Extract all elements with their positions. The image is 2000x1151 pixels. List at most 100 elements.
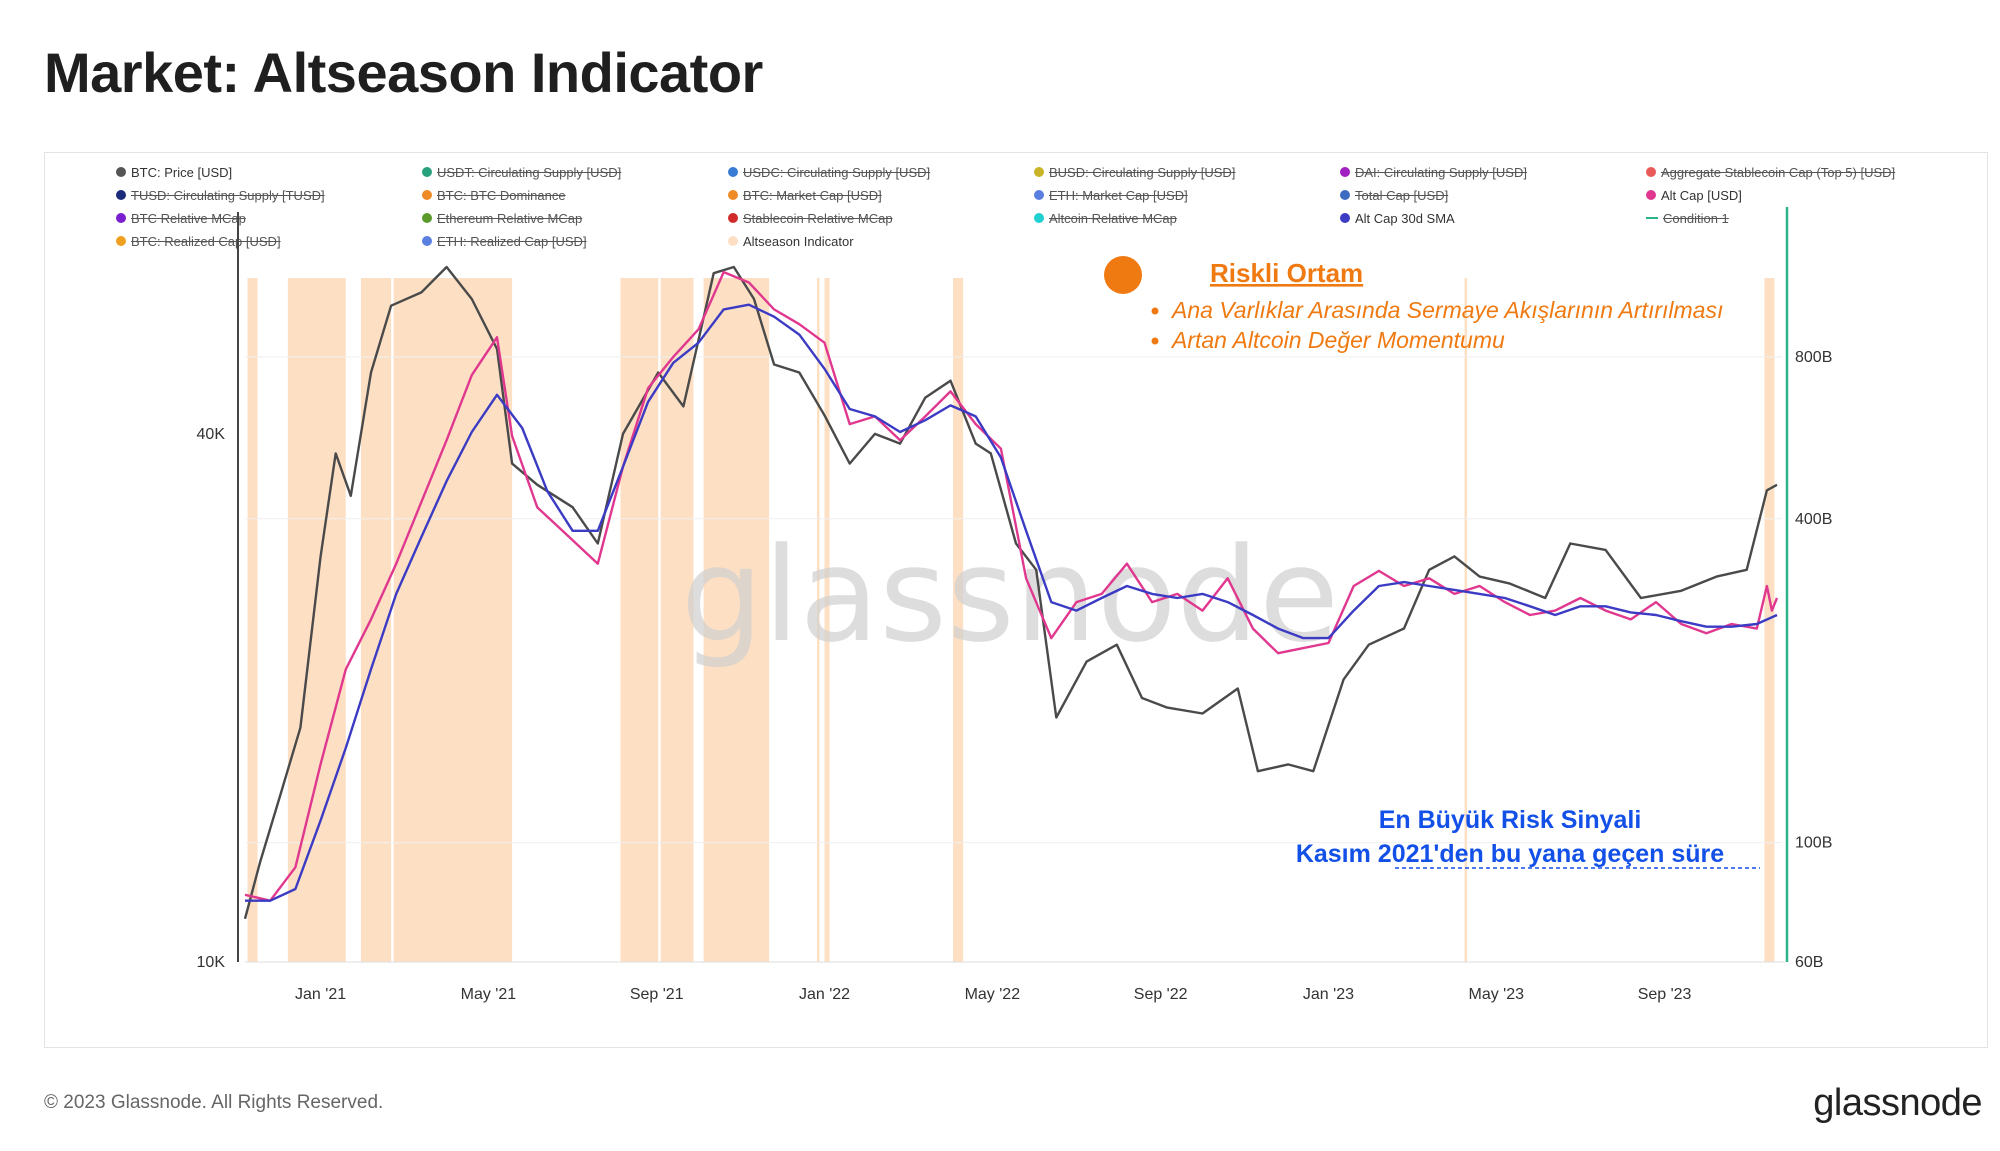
x-tick-label: Jan '21 [295, 986, 346, 1003]
legend-item[interactable]: Alt Cap [USD] [1646, 185, 1952, 205]
x-tick-label: Sep '22 [1134, 986, 1188, 1003]
legend-marker-icon [1034, 213, 1044, 223]
left-axis-label: 10K [197, 954, 226, 971]
legend-marker-icon [1034, 190, 1044, 200]
legend-marker-icon [1340, 167, 1350, 177]
legend-marker-icon [422, 236, 432, 246]
legend-marker-icon [1646, 190, 1656, 200]
legend-marker-icon [728, 167, 738, 177]
altseason-band [953, 278, 964, 962]
legend-item[interactable]: BTC: Price [USD] [116, 162, 422, 182]
copyright: © 2023 Glassnode. All Rights Reserved. [44, 1092, 384, 1113]
bullet-icon [1151, 307, 1159, 315]
x-tick-label: May '23 [1469, 986, 1525, 1003]
legend-label: BUSD: Circulating Supply [USD] [1049, 164, 1236, 180]
legend-marker-icon [728, 213, 738, 223]
altseason-band [1464, 278, 1468, 962]
x-tick-label: May '21 [461, 986, 517, 1003]
left-axis-label: 40K [197, 426, 226, 443]
legend-marker-icon [116, 167, 126, 177]
legend-item[interactable]: ETH: Market Cap [USD] [1034, 185, 1340, 205]
legend-marker-icon [116, 213, 126, 223]
right-axis-label: 400B [1795, 511, 1832, 528]
altseason-band [360, 278, 392, 962]
legend-marker-icon [1340, 190, 1350, 200]
legend-label: BTC: Price [USD] [131, 164, 233, 180]
watermark: glassnode [681, 519, 1339, 671]
altseason-band [824, 278, 830, 962]
legend-label: Stablecoin Relative MCap [743, 210, 893, 226]
series-line-btc-price [243, 265, 1778, 920]
glassnode-logo[interactable]: glassnode [1813, 1082, 1982, 1124]
right-axis-label: 100B [1795, 835, 1832, 852]
legend-label: TUSD: Circulating Supply [TUSD] [131, 187, 325, 203]
legend-item[interactable]: Total Cap [USD] [1340, 185, 1646, 205]
legend-item[interactable]: Stablecoin Relative MCap [728, 208, 1034, 228]
legend-item[interactable]: Alt Cap 30d SMA [1340, 208, 1646, 228]
legend-item[interactable]: ETH: Realized Cap [USD] [422, 231, 728, 251]
legend-label: Alt Cap 30d SMA [1355, 210, 1455, 226]
risk-dot-icon [1104, 256, 1142, 294]
legend-marker-icon [1646, 217, 1658, 219]
right-axis-label: 60B [1795, 954, 1823, 971]
legend-label: ETH: Market Cap [USD] [1049, 187, 1188, 203]
page-title: Market: Altseason Indicator [44, 41, 763, 104]
legend-marker-icon [1340, 213, 1350, 223]
legend-label: Total Cap [USD] [1355, 187, 1449, 203]
legend-marker-icon [1646, 167, 1656, 177]
risk-bullet: Artan Altcoin Değer Momentumu [1170, 327, 1505, 353]
altseason-band [816, 278, 820, 962]
legend-item[interactable]: USDT: Circulating Supply [USD] [422, 162, 728, 182]
legend-item[interactable]: Altseason Indicator [728, 231, 1034, 251]
legend-label: Altseason Indicator [743, 233, 854, 249]
legend-marker-icon [1034, 167, 1044, 177]
altseason-band [247, 278, 258, 962]
legend-label: Condition 1 [1663, 210, 1729, 226]
series-line-alt-cap-sma [245, 303, 1778, 902]
legend-item[interactable]: BTC: Market Cap [USD] [728, 185, 1034, 205]
legend-item[interactable]: BTC Relative MCap [116, 208, 422, 228]
legend-marker-icon [422, 167, 432, 177]
legend-item[interactable]: Ethereum Relative MCap [422, 208, 728, 228]
x-tick-label: May '22 [965, 986, 1021, 1003]
legend-label: Altcoin Relative MCap [1049, 210, 1177, 226]
legend-item[interactable]: BTC: Realized Cap [USD] [116, 231, 422, 251]
legend-item[interactable]: Aggregate Stablecoin Cap (Top 5) [USD] [1646, 162, 1952, 182]
legend-item[interactable]: Altcoin Relative MCap [1034, 208, 1340, 228]
legend-item[interactable]: TUSD: Circulating Supply [TUSD] [116, 185, 422, 205]
signal-subtitle: Kasım 2021'den bu yana geçen süre [1296, 840, 1724, 868]
legend-marker-icon [728, 236, 738, 246]
altseason-band [393, 278, 513, 962]
altseason-band [660, 278, 694, 962]
legend-item[interactable]: BTC: BTC Dominance [422, 185, 728, 205]
legend-label: ETH: Realized Cap [USD] [437, 233, 587, 249]
chart-frame [44, 152, 1988, 1048]
risk-title: Riskli Ortam [1210, 258, 1363, 288]
x-tick-label: Sep '23 [1638, 986, 1692, 1003]
chart-legend: BTC: Price [USD] USDT: Circulating Supply… [116, 162, 1976, 251]
legend-label: BTC: BTC Dominance [437, 187, 566, 203]
legend-item[interactable]: USDC: Circulating Supply [USD] [728, 162, 1034, 182]
series-line-alt-cap [244, 270, 1779, 902]
legend-marker-icon [116, 190, 126, 200]
legend-label: Alt Cap [USD] [1661, 187, 1742, 203]
risk-bullet: Ana Varlıklar Arasında Sermaye Akışların… [1170, 297, 1723, 323]
legend-label: Ethereum Relative MCap [437, 210, 583, 226]
legend-marker-icon [116, 236, 126, 246]
bullet-icon [1151, 337, 1159, 345]
legend-label: BTC: Realized Cap [USD] [131, 233, 281, 249]
legend-item[interactable]: DAI: Circulating Supply [USD] [1340, 162, 1646, 182]
x-tick-label: Jan '23 [1303, 986, 1354, 1003]
legend-item[interactable]: BUSD: Circulating Supply [USD] [1034, 162, 1340, 182]
x-tick-label: Jan '22 [799, 986, 850, 1003]
legend-label: DAI: Circulating Supply [USD] [1355, 164, 1527, 180]
altseason-band [1764, 278, 1775, 962]
legend-marker-icon [728, 190, 738, 200]
altseason-band [703, 278, 770, 962]
altseason-band [620, 278, 659, 962]
legend-label: USDT: Circulating Supply [USD] [437, 164, 622, 180]
legend-label: BTC: Market Cap [USD] [743, 187, 882, 203]
legend-label: Aggregate Stablecoin Cap (Top 5) [USD] [1661, 164, 1896, 180]
legend-item[interactable]: Condition 1 [1646, 208, 1952, 228]
legend-label: USDC: Circulating Supply [USD] [743, 164, 931, 180]
